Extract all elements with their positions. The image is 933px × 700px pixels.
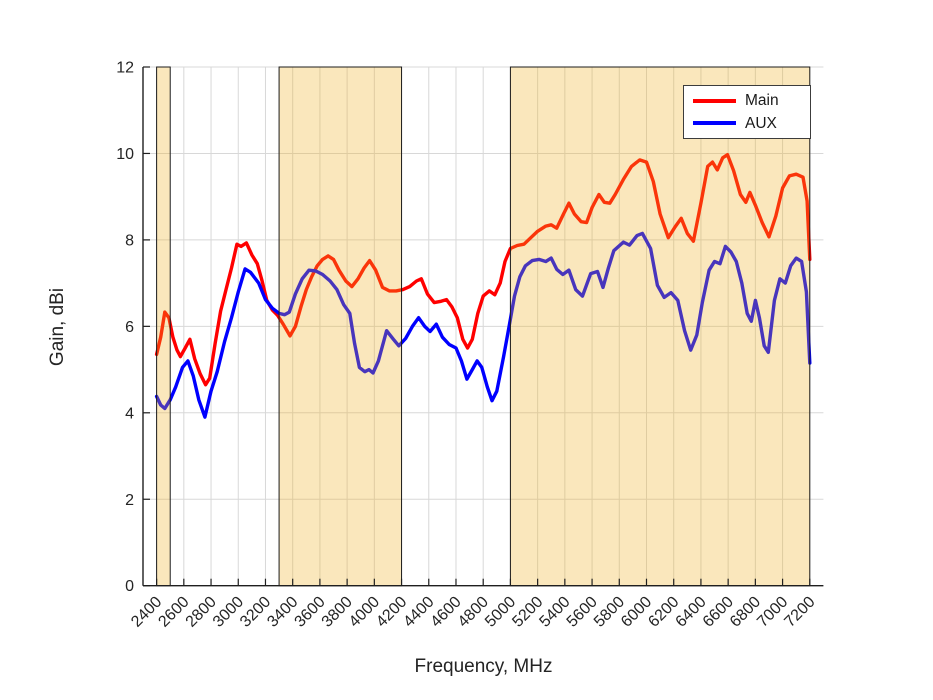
x-tick-label: 7000: [754, 593, 791, 630]
x-tick-label: 5200: [509, 593, 546, 630]
x-tick-label: 5000: [482, 593, 519, 630]
legend-box: Main AUX: [683, 85, 811, 139]
y-tick-label: 6: [125, 319, 134, 336]
aux-series-line-swatch: [693, 121, 736, 126]
y-tick-label: 12: [116, 60, 134, 77]
x-tick-label: 6600: [700, 593, 737, 630]
y-tick-label: 4: [125, 405, 134, 422]
y-axis-label: Gain, dBi: [47, 287, 68, 367]
x-tick-label: 6000: [618, 593, 655, 630]
x-tick-label: 3200: [237, 593, 274, 630]
x-tick-label: 6800: [727, 593, 764, 630]
x-tick-label: 5800: [591, 593, 628, 630]
x-tick-label: 4800: [455, 593, 492, 630]
x-tick-label: 6200: [645, 593, 682, 630]
x-tick-label: 5400: [536, 593, 573, 630]
highlight-band: [156, 66, 171, 587]
x-tick-label: 4400: [400, 593, 437, 630]
x-tick-label: 2400: [128, 593, 165, 630]
y-tick-label: 10: [116, 146, 134, 163]
y-tick-label: 2: [125, 492, 134, 509]
x-tick-label: 4600: [428, 593, 465, 630]
highlight-band: [278, 66, 403, 587]
main-series-line-swatch: [693, 98, 736, 103]
x-tick-label: 2800: [183, 593, 220, 630]
y-tick-label: 0: [125, 578, 134, 595]
highlight-band: [509, 66, 811, 587]
series-main-curve: [154, 153, 812, 387]
legend-label-aux: AUX: [745, 114, 777, 132]
x-tick-label: 3600: [292, 593, 329, 630]
legend-item-aux: AUX: [684, 114, 810, 132]
x-axis-label: Frequency, MHz: [414, 656, 553, 677]
series-aux-curve: [154, 231, 812, 419]
x-tick-label: 4000: [346, 593, 383, 630]
x-tick-label: 3000: [210, 593, 247, 630]
x-tick-label: 3400: [264, 593, 301, 630]
legend-item-main: Main: [684, 93, 810, 109]
x-tick-label: 3800: [319, 593, 356, 630]
legend-label-main: Main: [745, 92, 779, 109]
x-tick-label: 6400: [673, 593, 710, 630]
x-tick-label: 4200: [373, 593, 410, 630]
x-tick-label: 7200: [781, 593, 818, 630]
x-tick-label: 5600: [564, 593, 601, 630]
y-tick-label: 8: [125, 232, 134, 249]
x-tick-label: 2600: [155, 593, 192, 630]
